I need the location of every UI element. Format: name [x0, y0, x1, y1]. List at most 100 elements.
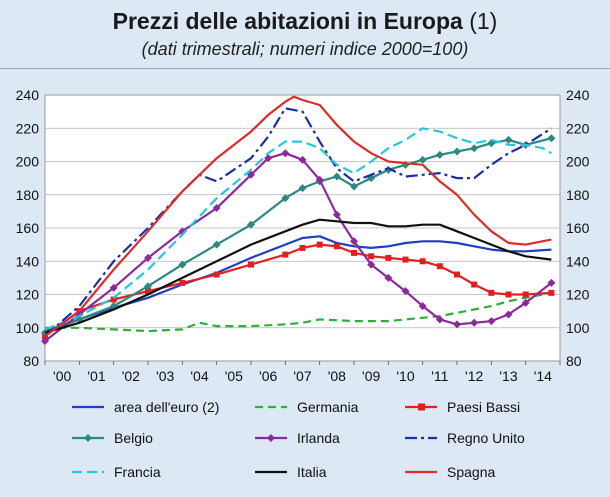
data-point-marker: [350, 237, 358, 246]
x-tick-label: '11: [431, 368, 448, 384]
data-point-marker: [521, 298, 530, 307]
data-point-marker: [212, 240, 221, 249]
data-point-marker: [298, 184, 307, 193]
data-point-marker: [436, 263, 443, 270]
data-point-marker: [504, 310, 513, 319]
data-point-marker: [144, 253, 152, 262]
y-tick-label-left: 100: [16, 320, 40, 336]
y-tick-label-right: 120: [566, 287, 590, 303]
title-block: Prezzi delle abitazioni in Europa (1) (d…: [0, 0, 610, 68]
series-line: [45, 291, 552, 333]
data-point-marker: [281, 194, 290, 203]
data-point-marker: [333, 243, 340, 250]
chart-title-text: Prezzi delle abitazioni in Europa: [112, 8, 463, 34]
legend-label: Germania: [297, 399, 359, 415]
data-point-marker: [488, 289, 495, 296]
y-tick-label-left: 180: [16, 187, 40, 203]
title-divider: [0, 68, 610, 69]
legend: area dell'euro (2) Germania Paesi Bassi Bel…: [72, 399, 525, 480]
data-point-marker: [504, 135, 513, 144]
data-point-marker: [332, 210, 341, 219]
line-chart: 80 100 120 140 160 180 200 220 240 80 100 120 140 16…: [16, 87, 590, 480]
data-point-marker: [419, 258, 426, 265]
data-point-marker: [351, 249, 357, 256]
x-tick-label: '12: [465, 368, 483, 384]
x-tick-label: '08: [328, 368, 346, 384]
data-point-marker: [367, 260, 376, 269]
data-point-marker: [548, 289, 555, 296]
data-point-marker: [178, 260, 187, 269]
y-tick-label-right: 220: [566, 120, 590, 136]
data-point-marker: [470, 144, 479, 153]
data-point-marker: [281, 149, 290, 158]
y-tick-label-right: 240: [566, 87, 590, 103]
y-tick-label-right: 80: [566, 353, 582, 369]
data-point-marker: [453, 147, 461, 156]
y-axis-right: 80 100 120 140 160 180 200 220 240: [566, 87, 590, 369]
legend-label: area dell'euro (2): [114, 399, 219, 415]
legend-marker: [418, 403, 425, 411]
data-point-marker: [384, 273, 393, 282]
data-point-marker: [299, 244, 306, 251]
chart-subtitle: (dati trimestrali; numeri indice 2000=10…: [141, 39, 469, 59]
data-point-marker: [435, 150, 444, 159]
x-tick-label: '09: [362, 368, 380, 384]
data-point-marker: [418, 302, 427, 311]
data-point-marker: [487, 139, 496, 148]
data-point-marker: [298, 155, 307, 164]
data-point-marker: [248, 261, 254, 268]
data-point-marker: [282, 251, 289, 258]
y-tick-label-left: 220: [16, 120, 40, 136]
data-point-marker: [110, 296, 117, 303]
y-tick-label-right: 140: [566, 253, 590, 269]
data-point-marker: [401, 287, 410, 296]
data-point-marker: [547, 278, 556, 287]
legend-label: Irlanda: [297, 430, 340, 446]
data-point-marker: [435, 315, 444, 324]
x-tick-label: '03: [156, 368, 174, 384]
x-tick-label: '10: [396, 368, 414, 384]
data-point-marker: [522, 291, 529, 298]
data-point-marker: [213, 271, 220, 278]
series-line: [44, 127, 552, 331]
legend-label: Belgio: [114, 430, 153, 446]
data-point-marker: [109, 302, 118, 311]
data-point-marker: [212, 204, 221, 213]
legend-label: Francia: [114, 464, 161, 480]
data-point-marker: [41, 337, 49, 346]
x-tick-label: '06: [259, 368, 277, 384]
x-tick-label: '14: [534, 368, 552, 384]
series-line: [44, 235, 552, 333]
data-point-marker: [453, 320, 461, 329]
y-tick-label-left: 120: [16, 287, 40, 303]
y-tick-label-right: 160: [566, 220, 590, 236]
data-point-marker: [368, 253, 375, 260]
y-tick-label-left: 160: [16, 220, 40, 236]
data-point-marker: [454, 271, 460, 278]
y-axis-left: 80 100 120 140 160 180 200 220 240: [16, 87, 40, 369]
y-tick-label-right: 200: [566, 154, 590, 170]
x-tick-label: '05: [225, 368, 243, 384]
data-point-marker: [385, 254, 392, 261]
legend-label: Regno Unito: [447, 430, 525, 446]
data-point-marker: [145, 288, 151, 295]
y-tick-label-left: 240: [16, 87, 40, 103]
chart-title-note: (1): [469, 8, 498, 34]
data-point-marker: [264, 154, 273, 163]
data-point-marker: [316, 241, 323, 248]
y-tick-label-right: 100: [566, 320, 590, 336]
data-point-marker: [487, 317, 496, 326]
series-line: [44, 218, 552, 334]
x-tick-label: '07: [293, 368, 311, 384]
data-point-marker: [418, 155, 427, 164]
data-point-marker: [547, 134, 556, 143]
x-axis: '00 '01 '02 '03 '04 '05 '06 '07 '08 '09 '10 '11 '12 '…: [44, 361, 561, 384]
legend-marker: [84, 434, 92, 442]
data-point-marker: [471, 281, 478, 288]
data-point-marker: [350, 182, 358, 191]
chart-title: Prezzi delle abitazioni in Europa (1): [0, 8, 610, 34]
x-tick-label: '04: [190, 368, 208, 384]
series-line: [44, 95, 552, 337]
data-point-marker: [179, 279, 186, 286]
data-point-marker: [402, 256, 409, 263]
